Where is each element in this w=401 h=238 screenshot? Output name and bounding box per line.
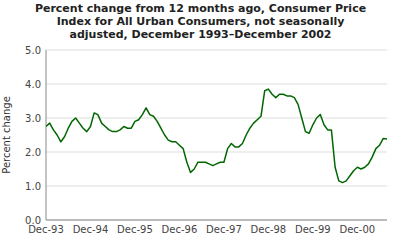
title-line: adjusted, December 1993–December 2002 (69, 28, 331, 41)
grid (46, 50, 387, 220)
y-tick-label: 1.0 (25, 181, 41, 192)
title: Percent change from 12 months ago, Consu… (35, 2, 366, 41)
x-tick-label: Dec-94 (73, 224, 109, 235)
chart: Percent change from 12 months ago, Consu… (0, 0, 401, 238)
y-tick-label: 3.0 (25, 113, 41, 124)
y-tick-label: 2.0 (25, 147, 41, 158)
title-line: Index for All Urban Consumers, not seaso… (57, 15, 345, 28)
grid-line (46, 220, 387, 221)
x-tick-label: Dec-96 (162, 224, 198, 235)
grid-line (46, 152, 387, 153)
y-tick-labels: 0.01.02.03.04.05.0 (25, 45, 41, 226)
x-tick-label: Dec-93 (28, 224, 64, 235)
grid-line (46, 186, 387, 187)
x-tick-labels: Dec-93 Dec-94 Dec-95 Dec-96 Dec-97 Dec-98 Dec-… (28, 224, 375, 235)
x-tick-label: Dec-95 (117, 224, 153, 235)
x-tick-label: Dec-97 (206, 224, 242, 235)
x-tick-label: Dec-99 (295, 224, 331, 235)
grid-line (46, 118, 387, 119)
y-axis-label: Percent change (1, 96, 12, 174)
background (0, 0, 401, 238)
y-tick-label: 4.0 (25, 79, 41, 90)
x-axis-line (46, 220, 387, 221)
x-tick-label: Dec-00 (340, 224, 376, 235)
line (46, 89, 387, 183)
title-line: Percent change from 12 months ago, Consu… (35, 2, 366, 15)
plot-area (46, 89, 387, 183)
x-tick-label: Dec-98 (251, 224, 287, 235)
grid-line (46, 84, 387, 85)
y-tick-label: 5.0 (25, 45, 41, 56)
grid-line (46, 50, 387, 51)
y-axis-line (46, 50, 47, 220)
